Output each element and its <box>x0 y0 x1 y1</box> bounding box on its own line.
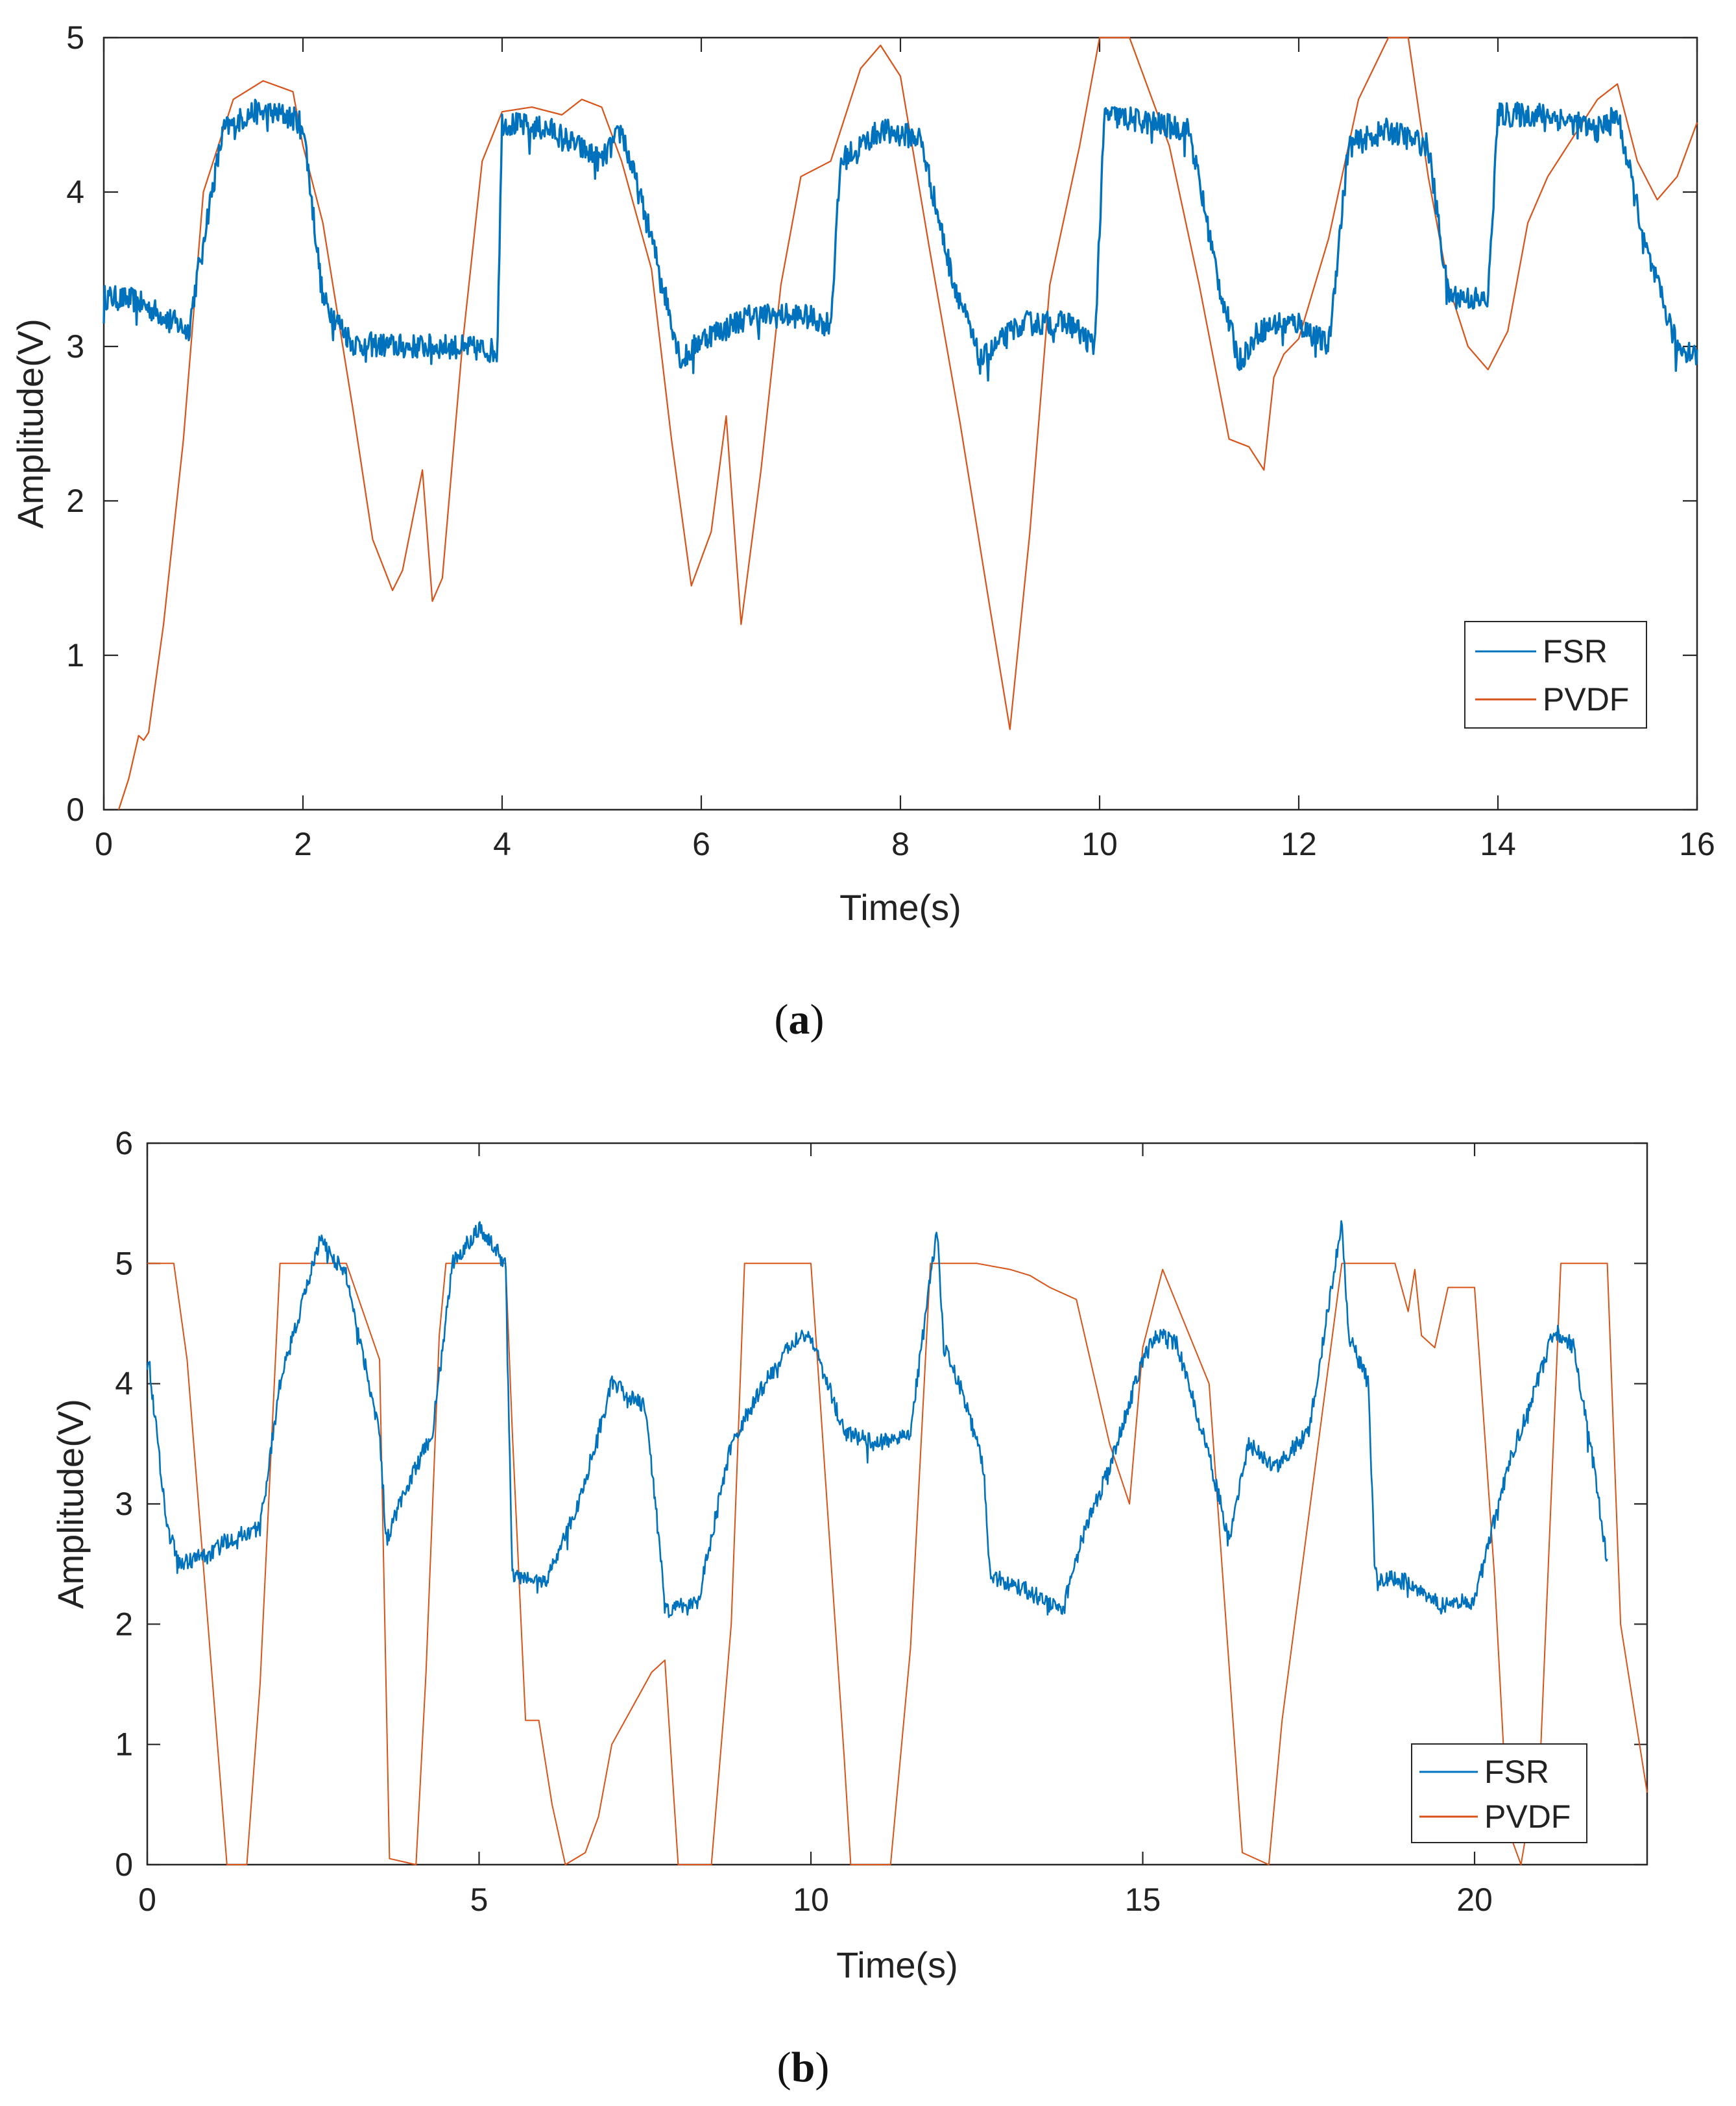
chart-a-x-ticks: 0 2 4 6 8 10 12 14 16 <box>95 38 1715 862</box>
chart-b-y-tick-label: 2 <box>115 1606 133 1642</box>
chart-a-legend-pvdf-label: PVDF <box>1543 681 1629 718</box>
chart-b-x-tick-label: 5 <box>470 1882 488 1918</box>
chart-b-x-axis-label: Time(s) <box>836 1944 958 1985</box>
chart-a-series <box>102 36 1698 810</box>
chart-a-x-tick-label: 8 <box>891 826 910 862</box>
chart-b-x-tick-label: 15 <box>1125 1882 1161 1918</box>
chart-b-y-tick-label: 0 <box>115 1846 133 1883</box>
chart-b-legend-pvdf-label: PVDF <box>1484 1798 1571 1835</box>
chart-b-x-tick-label: 10 <box>793 1882 829 1918</box>
chart-a-x-tick-label: 10 <box>1081 826 1118 862</box>
chart-a-caption: (a) <box>775 996 825 1043</box>
chart-a-caption-letter: a <box>789 996 810 1043</box>
chart-a-x-tick-label: 16 <box>1679 826 1715 862</box>
chart-a-y-ticks: 0 1 2 3 4 5 <box>66 19 1697 828</box>
chart-a-x-tick-label: 12 <box>1281 826 1317 862</box>
chart-b-y-tick-label: 4 <box>115 1366 133 1402</box>
chart-a-legend: FSR PVDF <box>1464 621 1647 729</box>
chart-a-x-tick-label: 2 <box>294 826 312 862</box>
chart-a-y-tick-label: 0 <box>66 792 84 828</box>
chart-a-y-tick-label: 2 <box>66 483 84 519</box>
chart-a-y-tick-label: 4 <box>66 174 84 210</box>
chart-b-y-tick-label: 1 <box>115 1726 133 1763</box>
chart-b-caption-letter: b <box>791 2044 815 2091</box>
chart-a-x-tick-label: 6 <box>692 826 710 862</box>
chart-b-series <box>146 1220 1648 1865</box>
chart-a-y-tick-label: 3 <box>66 328 84 365</box>
chart-b-series-fsr-line <box>146 1220 1608 1618</box>
chart-b-x-ticks: 0 5 10 15 20 <box>138 1143 1493 1918</box>
chart-b-legend: FSR PVDF <box>1411 1743 1587 1843</box>
chart-b-x-tick-label: 20 <box>1456 1882 1493 1918</box>
chart-b-caption: (b) <box>777 2044 830 2091</box>
chart-a-x-tick-label: 4 <box>493 826 511 862</box>
chart-b-y-tick-label: 5 <box>115 1245 133 1281</box>
chart-b-y-axis-label: Amplitude(V) <box>50 1399 91 1609</box>
chart-a-x-tick-label: 14 <box>1480 826 1516 862</box>
chart-a-y-axis-label: Amplitude(V) <box>10 319 51 529</box>
chart-b-series-pvdf-line <box>147 1263 1648 1865</box>
chart-a-y-tick-label: 1 <box>66 637 84 673</box>
chart-b: 0 5 10 15 20 0 1 2 3 4 5 6 Time(s) Amplitude(V) FS… <box>50 1125 1648 2091</box>
chart-a-legend-fsr-label: FSR <box>1543 633 1608 670</box>
chart-a-y-tick-label: 5 <box>66 19 84 56</box>
chart-b-x-tick-label: 0 <box>138 1882 156 1918</box>
chart-a-x-tick-label: 0 <box>95 826 113 862</box>
chart-a-x-axis-label: Time(s) <box>839 887 961 928</box>
chart-b-legend-box <box>1411 1743 1587 1843</box>
chart-b-plot-area <box>146 1142 1648 1866</box>
chart-b-y-tick-label: 6 <box>115 1125 133 1161</box>
chart-b-legend-fsr-label: FSR <box>1484 1754 1549 1790</box>
chart-b-y-tick-label: 3 <box>115 1486 133 1522</box>
chart-a-plot-area <box>102 36 1698 811</box>
chart-a-series-fsr-line <box>102 99 1698 382</box>
chart-a-legend-box <box>1464 621 1647 729</box>
